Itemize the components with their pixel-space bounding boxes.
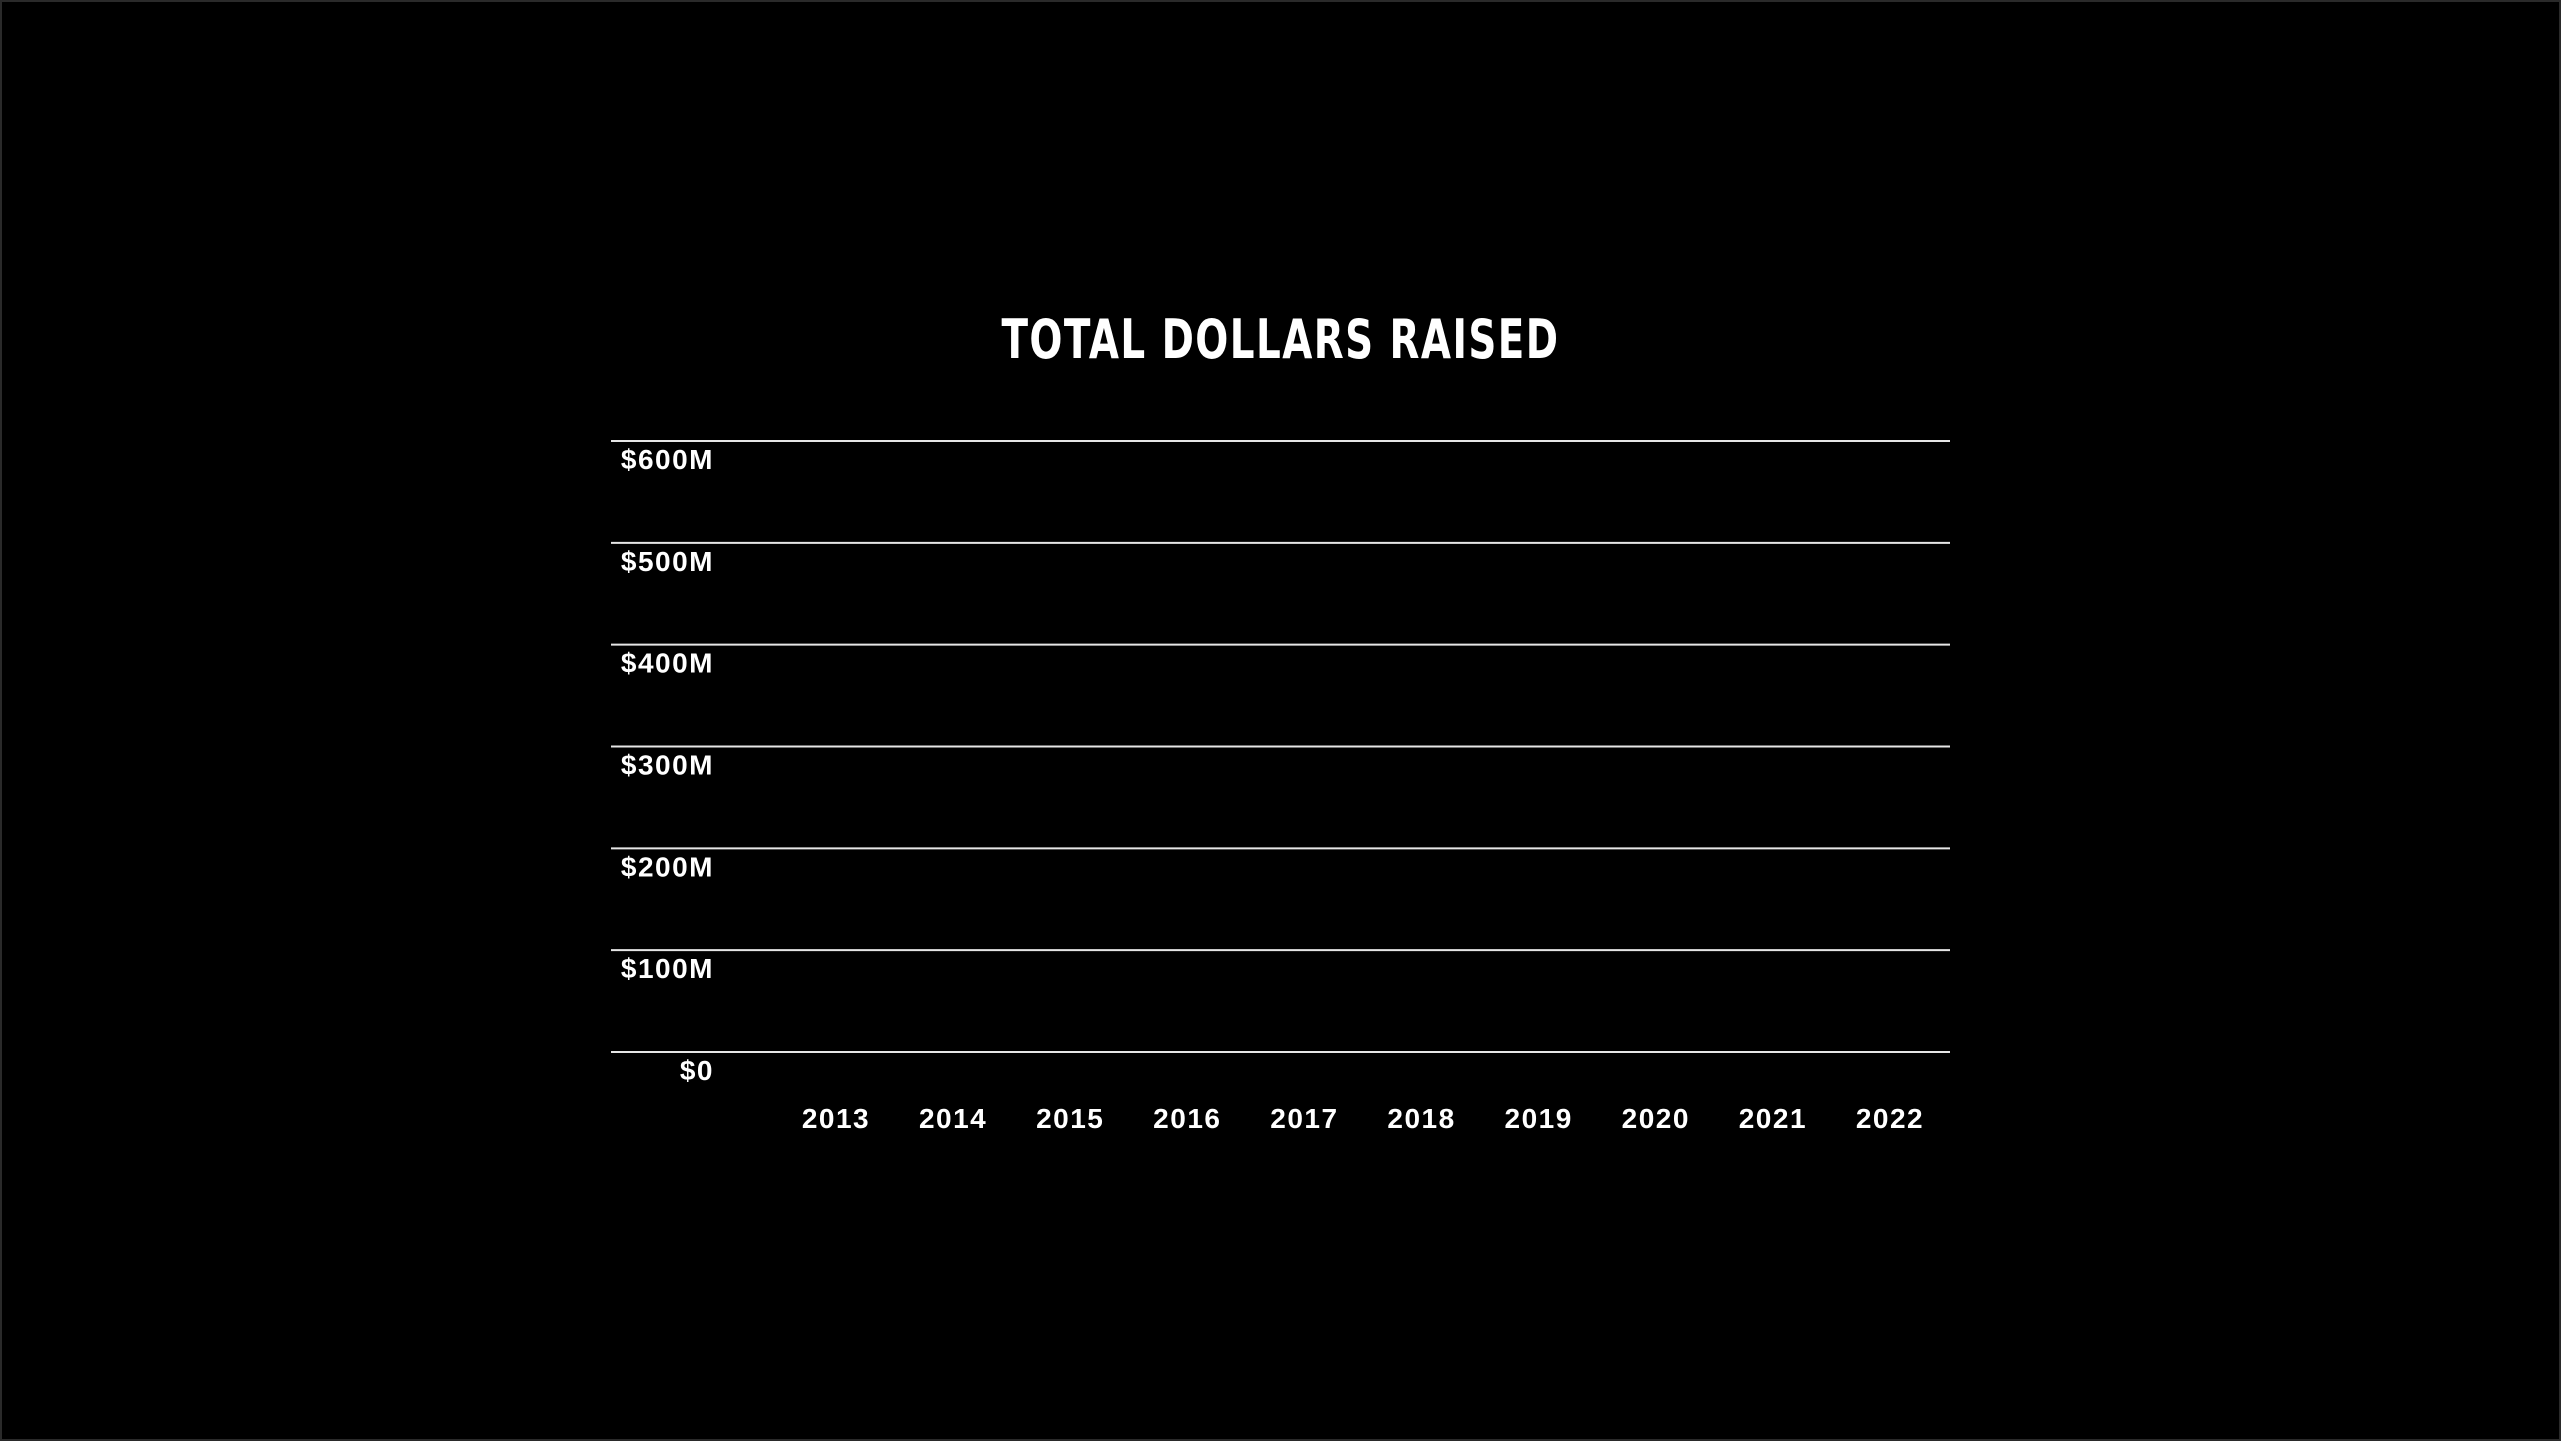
y-tick-label: $300M [621, 750, 714, 781]
x-tick-label: 2018 [1387, 1103, 1455, 1134]
x-tick-label: 2013 [802, 1103, 870, 1134]
x-tick-label: 2017 [1270, 1103, 1338, 1134]
x-tick-label: 2014 [919, 1103, 987, 1134]
y-tick-label: $200M [621, 851, 714, 882]
x-axis-ticks: 2013 2014 2015 2016 2017 2018 2019 2020 2021 2022 [802, 1103, 1924, 1134]
x-tick-label: 2022 [1856, 1103, 1924, 1134]
y-tick-label: $100M [621, 953, 714, 984]
x-tick-label: 2020 [1622, 1103, 1690, 1134]
gridlines [611, 440, 1950, 1053]
y-axis-ticks: $600M $500M $400M $300M $200M $100M $0 [621, 444, 714, 1086]
y-tick-label: $500M [621, 546, 714, 577]
x-tick-label: 2019 [1505, 1103, 1573, 1134]
x-tick-label: 2015 [1036, 1103, 1104, 1134]
x-tick-label: 2021 [1739, 1103, 1807, 1134]
y-tick-label: $0 [680, 1055, 714, 1086]
chart-title: TOTAL DOLLARS RAISED [1001, 308, 1560, 371]
y-tick-label: $600M [621, 444, 714, 475]
y-tick-label: $400M [621, 648, 714, 679]
x-tick-label: 2016 [1153, 1103, 1221, 1134]
